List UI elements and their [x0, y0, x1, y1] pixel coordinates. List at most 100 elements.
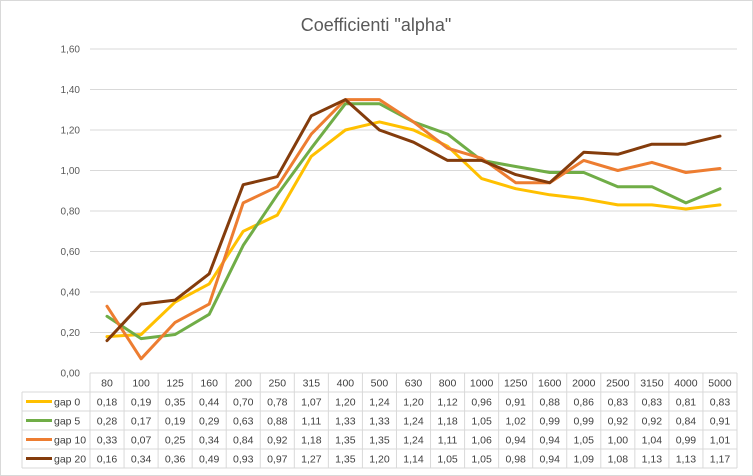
data-label: 1,09 [574, 454, 595, 466]
x-tick-label: 500 [371, 378, 389, 390]
data-label: 1,20 [335, 397, 356, 409]
legend-entry: gap 0 [54, 397, 80, 409]
data-label: 0,83 [608, 397, 629, 409]
data-label: 0,44 [199, 397, 220, 409]
x-tick-label: 4000 [674, 378, 698, 390]
data-label: 0,63 [233, 416, 254, 428]
data-label: 1,11 [438, 435, 458, 447]
data-label: 0,84 [676, 416, 697, 428]
data-label: 0,78 [267, 397, 288, 409]
data-label: 0,07 [131, 435, 152, 447]
y-tick-label: 1,00 [61, 166, 81, 177]
y-tick-label: 0,20 [61, 328, 81, 339]
data-label: 0,81 [676, 397, 697, 409]
data-label: 0,84 [233, 435, 254, 447]
data-label: 0,93 [233, 454, 254, 466]
data-label: 0,88 [539, 397, 560, 409]
x-tick-label: 2500 [606, 378, 630, 390]
data-label: 0,91 [710, 416, 731, 428]
data-label: 0,33 [97, 435, 118, 447]
data-label: 1,02 [505, 416, 526, 428]
data-label: 0,92 [608, 416, 629, 428]
data-label: 0,97 [267, 454, 288, 466]
data-label: 0,98 [505, 454, 526, 466]
x-tick-label: 630 [405, 378, 423, 390]
data-label: 0,25 [165, 435, 186, 447]
data-label: 1,33 [335, 416, 356, 428]
data-label: 1,27 [301, 454, 322, 466]
data-label: 0,94 [539, 435, 560, 447]
data-label: 1,24 [403, 416, 424, 428]
data-label: 0,28 [97, 416, 118, 428]
data-label: 1,18 [437, 416, 458, 428]
data-label: 0,88 [267, 416, 288, 428]
data-label: 0,83 [710, 397, 731, 409]
y-tick-label: 1,60 [61, 45, 81, 56]
x-tick-label: 5000 [708, 378, 732, 390]
data-label: 0,99 [539, 416, 560, 428]
data-label: 1,24 [369, 397, 390, 409]
y-tick-label: 0,40 [61, 288, 81, 299]
data-label: 1,14 [403, 454, 424, 466]
x-tick-label: 3150 [640, 378, 664, 390]
data-label: 0,99 [574, 416, 595, 428]
data-label: 0,35 [165, 397, 186, 409]
data-label: 0,94 [539, 454, 560, 466]
data-label: 0,70 [233, 397, 254, 409]
data-label: 0,86 [574, 397, 595, 409]
data-label: 1,35 [335, 435, 356, 447]
data-label: 0,91 [505, 397, 526, 409]
x-tick-label: 80 [101, 378, 113, 390]
data-label: 1,05 [471, 416, 492, 428]
data-label: 1,35 [335, 454, 356, 466]
data-label: 1,13 [676, 454, 697, 466]
x-tick-label: 160 [200, 378, 218, 390]
x-tick-label: 100 [132, 378, 150, 390]
x-tick-label: 1000 [470, 378, 494, 390]
y-tick-label: 0,60 [61, 247, 81, 258]
data-label: 1,33 [369, 416, 390, 428]
data-label: 1,20 [403, 397, 424, 409]
data-label: 0,92 [267, 435, 288, 447]
y-tick-label: 0,00 [61, 369, 81, 380]
x-tick-label: 1600 [538, 378, 562, 390]
x-tick-label: 400 [337, 378, 355, 390]
data-label: 1,24 [403, 435, 424, 447]
data-label: 0,16 [97, 454, 118, 466]
data-table: 80 100 125 160 200 250 315 400 500 630 800 1000 1250… [21, 372, 738, 469]
data-label: 1,07 [301, 397, 322, 409]
chart-title: Coefficienti "alpha" [301, 15, 452, 35]
data-label: 0,96 [471, 397, 492, 409]
y-tick-label: 1,40 [61, 85, 81, 96]
data-label: 0,99 [676, 435, 697, 447]
data-label: 1,35 [369, 435, 390, 447]
data-label: 0,17 [131, 416, 152, 428]
data-label: 0,92 [642, 416, 663, 428]
data-label: 1,11 [302, 416, 322, 428]
y-axis-tick-labels: 0,00 0,20 0,40 0,60 0,80 1,00 1,20 1,40 1,60 [61, 45, 81, 380]
data-label: 1,08 [608, 454, 629, 466]
data-label: 0,19 [165, 416, 186, 428]
x-tick-label: 2000 [572, 378, 596, 390]
data-label: 0,49 [199, 454, 220, 466]
series-line [105, 98, 722, 343]
data-label: 1,05 [437, 454, 458, 466]
data-label: 0,94 [505, 435, 526, 447]
x-tick-label: 315 [303, 378, 321, 390]
data-label: 0,36 [165, 454, 186, 466]
y-tick-label: 1,20 [61, 126, 81, 137]
data-label: 1,05 [471, 454, 492, 466]
data-label: 1,04 [642, 435, 663, 447]
x-tick-label: 250 [269, 378, 287, 390]
data-label: 0,34 [131, 454, 152, 466]
series-line [105, 98, 722, 361]
legend-entry: gap 10 [54, 435, 86, 447]
data-label: 1,17 [710, 454, 731, 466]
series-line [105, 120, 722, 339]
y-tick-label: 0,80 [61, 207, 81, 218]
data-label: 0,18 [97, 397, 118, 409]
x-tick-label: 200 [234, 378, 252, 390]
data-label: 1,12 [437, 397, 458, 409]
